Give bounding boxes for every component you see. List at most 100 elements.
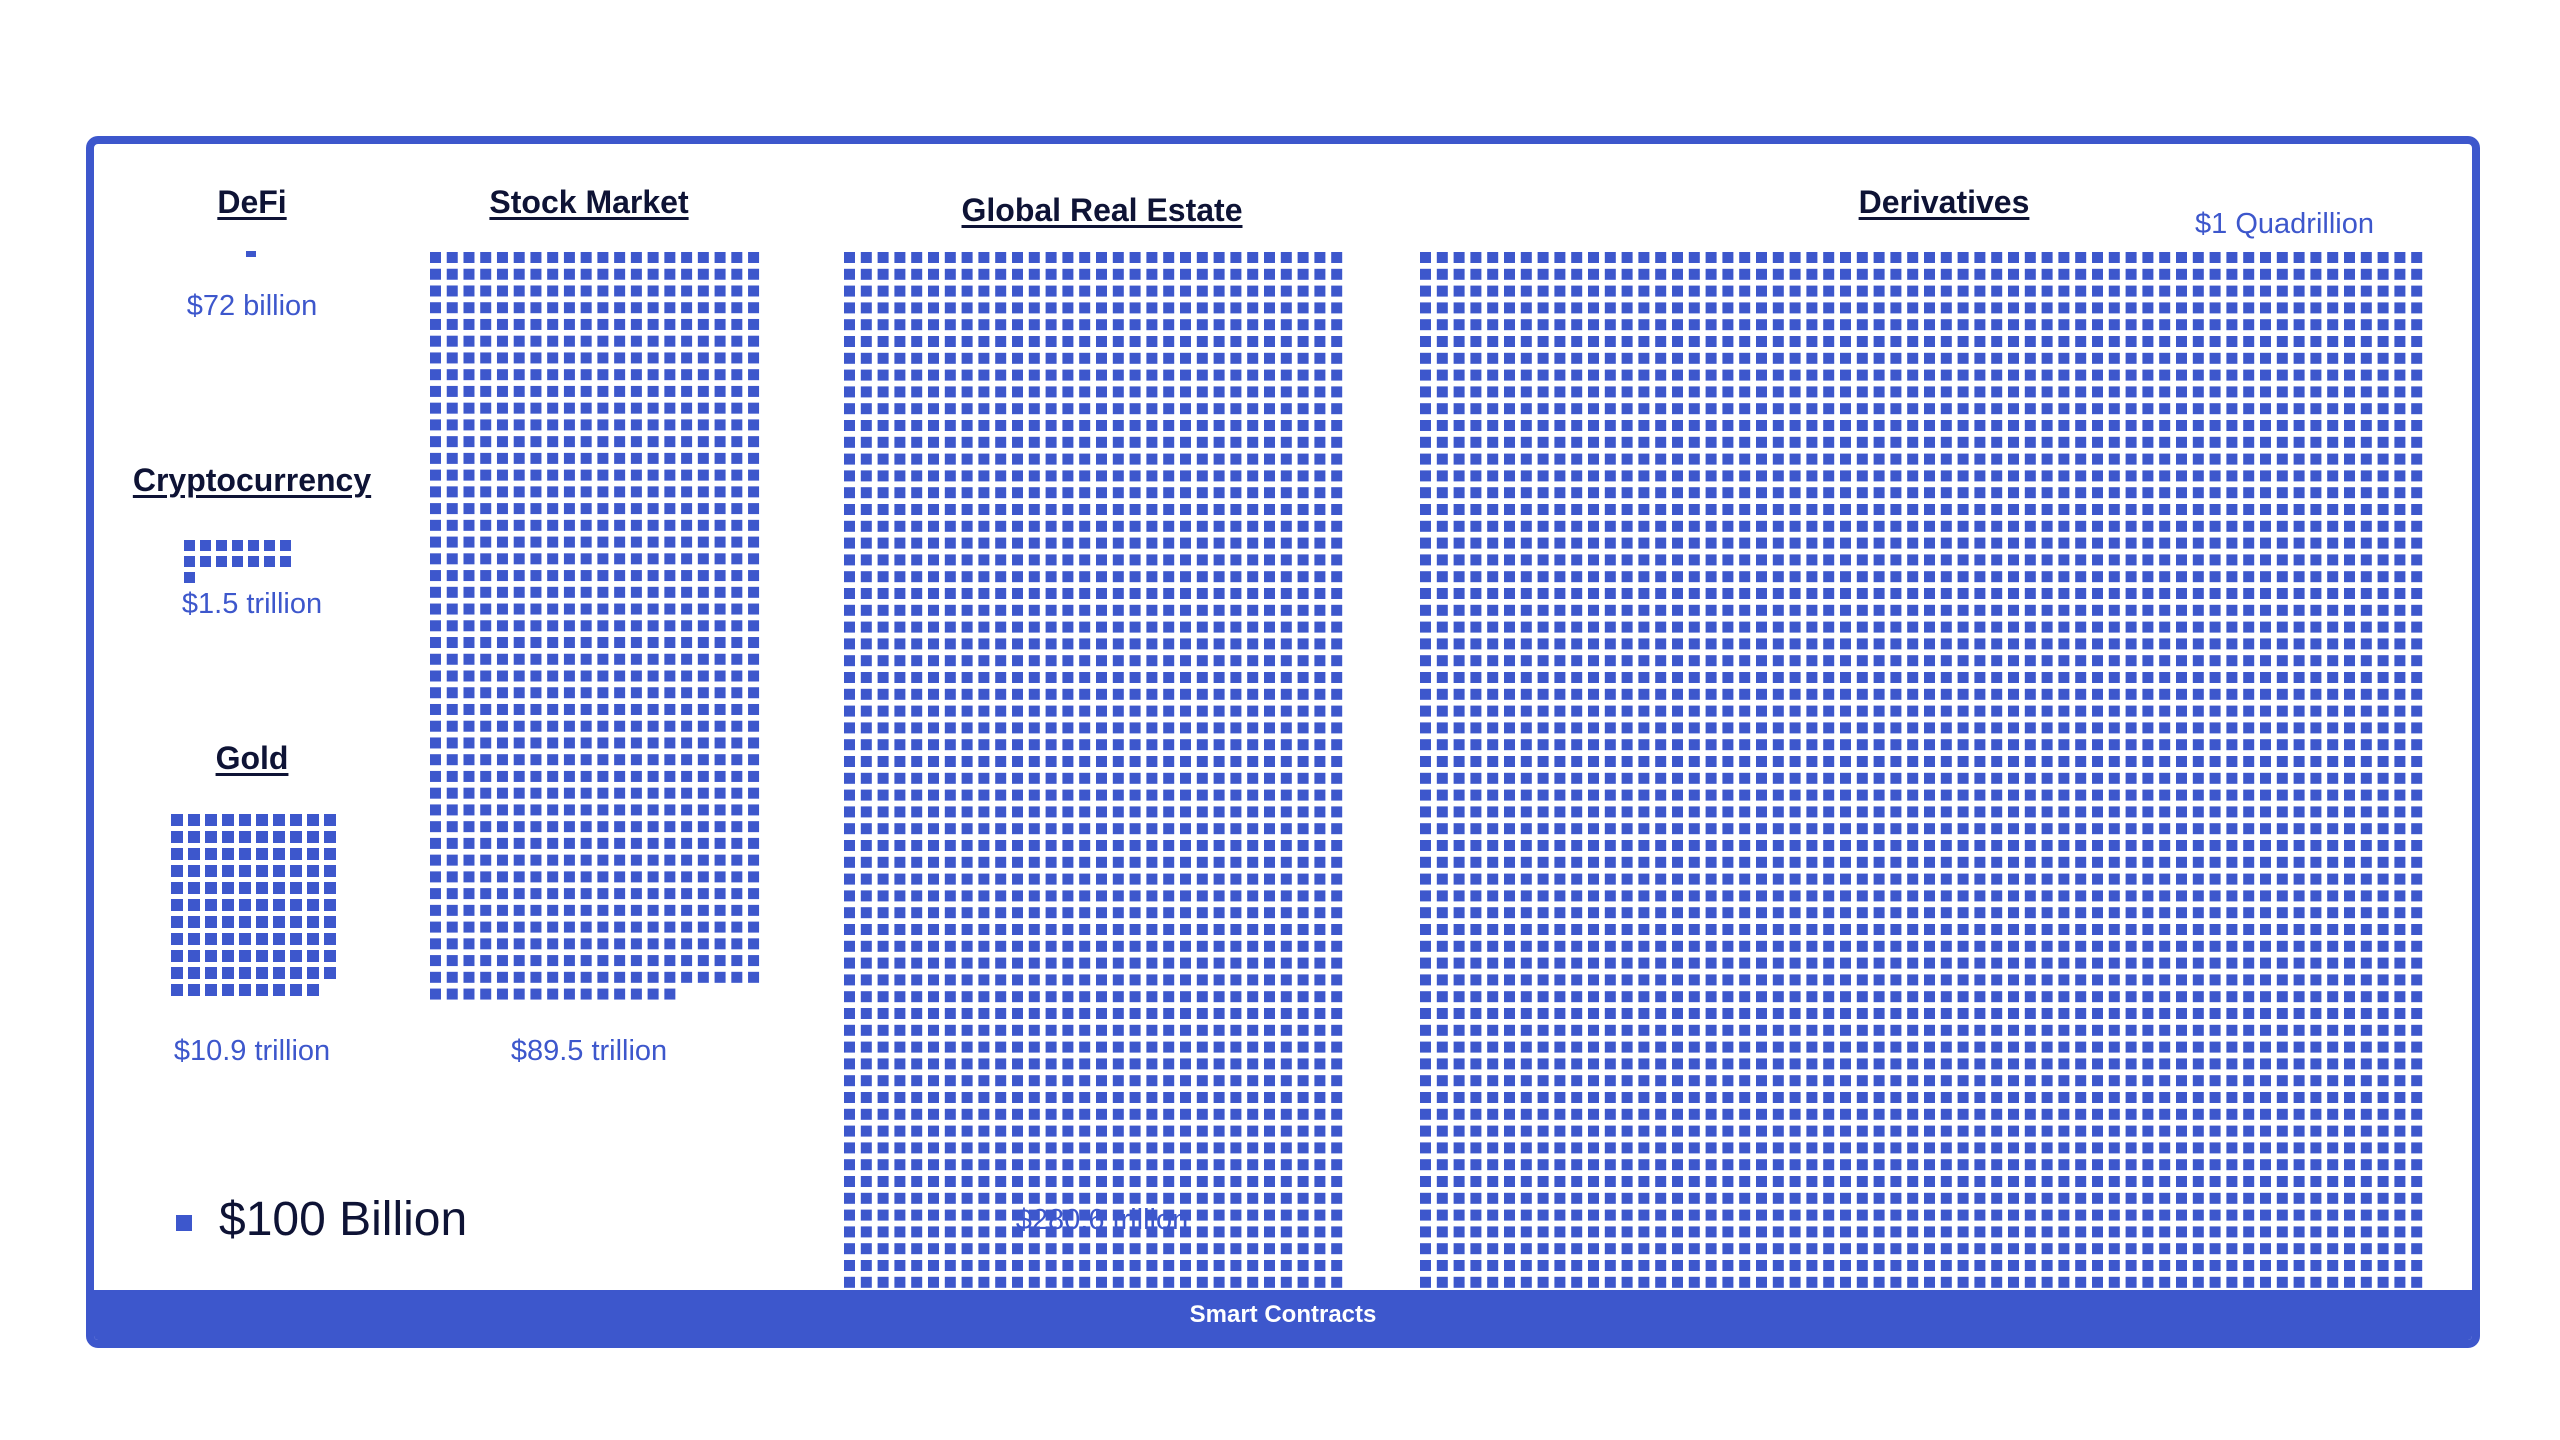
derivatives-unit-square bbox=[1739, 386, 1751, 398]
realestate-unit-square bbox=[1045, 1092, 1057, 1103]
stock-unit-square bbox=[681, 938, 693, 950]
realestate-unit-square bbox=[877, 571, 889, 583]
stock-unit-square bbox=[446, 754, 458, 766]
stock-unit-square bbox=[731, 570, 743, 582]
realestate-unit-square bbox=[894, 1058, 906, 1070]
realestate-unit-square bbox=[928, 655, 939, 667]
realestate-unit-square bbox=[1028, 1058, 1040, 1070]
realestate-unit-square bbox=[1129, 840, 1141, 851]
realestate-unit-square bbox=[978, 1058, 990, 1070]
gold-unit-square bbox=[273, 882, 285, 894]
derivatives-unit-square bbox=[1470, 252, 1482, 263]
realestate-unit-square bbox=[1112, 604, 1124, 616]
derivatives-unit-square bbox=[1873, 352, 1885, 364]
realestate-unit-square bbox=[944, 319, 956, 331]
derivatives-unit-square bbox=[1890, 520, 1902, 532]
realestate-unit-square bbox=[860, 504, 872, 515]
stock-unit-square bbox=[731, 670, 743, 682]
realestate-unit-square bbox=[1297, 604, 1309, 616]
derivatives-unit-square bbox=[1940, 504, 1952, 515]
realestate-unit-square bbox=[1213, 924, 1225, 935]
realestate-unit-square bbox=[877, 1192, 889, 1204]
realestate-unit-square bbox=[844, 688, 855, 700]
realestate-unit-square bbox=[1062, 588, 1074, 599]
realestate-unit-square bbox=[1264, 1024, 1275, 1036]
stock-unit-square bbox=[496, 971, 508, 983]
stock-unit-square bbox=[547, 938, 559, 950]
derivatives-unit-square bbox=[2411, 302, 2423, 314]
realestate-unit-square bbox=[1331, 352, 1343, 364]
stock-unit-square bbox=[647, 419, 659, 431]
stock-unit-square bbox=[513, 419, 525, 431]
stock-unit-square bbox=[480, 486, 492, 498]
derivatives-unit-square bbox=[2075, 369, 2087, 381]
derivatives-unit-square bbox=[1487, 436, 1499, 448]
stock-unit-square bbox=[430, 821, 441, 833]
realestate-unit-square bbox=[1062, 924, 1074, 935]
realestate-unit-square bbox=[1012, 268, 1023, 280]
derivatives-unit-square bbox=[1672, 319, 1683, 331]
realestate-unit-square bbox=[1180, 420, 1191, 431]
realestate-unit-square bbox=[1180, 1159, 1191, 1171]
realestate-unit-square bbox=[1062, 1260, 1074, 1271]
stock-unit-square bbox=[530, 921, 542, 933]
derivatives-unit-square bbox=[2041, 319, 2053, 331]
realestate-unit-square bbox=[911, 436, 923, 448]
realestate-unit-square bbox=[995, 420, 1007, 431]
derivatives-unit-square bbox=[1554, 285, 1566, 297]
derivatives-unit-square bbox=[2058, 386, 2070, 398]
stock-unit-square bbox=[480, 252, 492, 263]
realestate-unit-square bbox=[860, 571, 872, 583]
derivatives-unit-square bbox=[1924, 285, 1935, 297]
realestate-unit-square bbox=[944, 470, 956, 482]
derivatives-unit-square bbox=[1554, 436, 1566, 448]
realestate-unit-square bbox=[928, 504, 939, 515]
derivatives-unit-square bbox=[1806, 470, 1818, 482]
derivatives-unit-square bbox=[2310, 252, 2322, 263]
derivatives-unit-square bbox=[1772, 487, 1784, 499]
stock-unit-square bbox=[446, 703, 458, 715]
stock-unit-square bbox=[630, 955, 642, 967]
stock-unit-square bbox=[430, 252, 441, 263]
derivatives-unit-square bbox=[2125, 520, 2137, 532]
realestate-unit-square bbox=[1230, 823, 1242, 835]
realestate-unit-square bbox=[1028, 840, 1040, 851]
realestate-unit-square bbox=[1062, 688, 1074, 700]
derivatives-unit-square bbox=[2108, 403, 2120, 415]
derivatives-unit-square bbox=[2226, 268, 2238, 280]
realestate-unit-square bbox=[1146, 991, 1158, 1003]
realestate-unit-square bbox=[1280, 1226, 1292, 1238]
realestate-unit-square bbox=[1264, 1041, 1275, 1053]
gold-unit-square bbox=[307, 882, 319, 894]
realestate-unit-square bbox=[944, 756, 956, 767]
stock-unit-square bbox=[430, 536, 441, 548]
derivatives-unit-square bbox=[2125, 285, 2137, 297]
derivatives-unit-square bbox=[2024, 436, 2036, 448]
derivatives-unit-square bbox=[1672, 369, 1683, 381]
derivatives-unit-square bbox=[2142, 252, 2154, 263]
derivatives-unit-square bbox=[1420, 537, 1431, 549]
realestate-unit-square bbox=[911, 386, 923, 398]
derivatives-unit-square bbox=[1924, 302, 1935, 314]
stock-unit-square bbox=[580, 570, 592, 582]
realestate-unit-square bbox=[1163, 1209, 1175, 1221]
realestate-unit-square bbox=[1213, 638, 1225, 650]
stock-unit-square bbox=[580, 988, 592, 1000]
stock-unit-square bbox=[446, 385, 458, 397]
stock-unit-square bbox=[748, 519, 760, 531]
realestate-unit-square bbox=[1247, 436, 1259, 448]
stock-unit-square bbox=[496, 854, 508, 866]
derivatives-unit-square bbox=[2344, 554, 2355, 566]
realestate-unit-square bbox=[1230, 974, 1242, 986]
realestate-unit-square bbox=[1079, 1176, 1091, 1187]
realestate-unit-square bbox=[844, 1108, 855, 1120]
derivatives-unit-square bbox=[1487, 285, 1499, 297]
stock-unit-square bbox=[731, 352, 743, 364]
realestate-unit-square bbox=[1129, 722, 1141, 734]
realestate-unit-square bbox=[1163, 554, 1175, 566]
realestate-unit-square bbox=[860, 1159, 872, 1171]
realestate-unit-square bbox=[1280, 688, 1292, 700]
derivatives-unit-square bbox=[1688, 302, 1700, 314]
realestate-unit-square bbox=[1297, 336, 1309, 347]
realestate-unit-square bbox=[1112, 336, 1124, 347]
